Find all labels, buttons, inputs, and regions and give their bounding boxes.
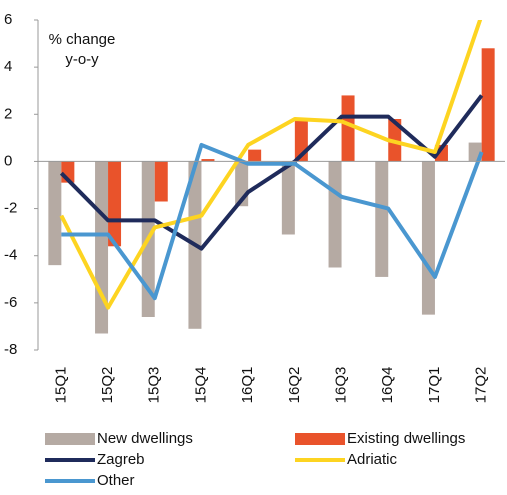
legend-swatch (295, 433, 345, 445)
bar (201, 159, 215, 162)
bar (154, 161, 168, 202)
line (61, 142, 484, 301)
bar (281, 161, 295, 235)
bar (48, 161, 62, 266)
legend-swatch (45, 433, 95, 445)
x-tick-label: 17Q2 (473, 367, 490, 404)
x-tick-label: 15Q3 (146, 367, 163, 404)
annotation: % change (49, 31, 116, 48)
legend-label: New dwellings (97, 430, 193, 447)
y-tick-label: 6 (4, 11, 12, 28)
bar (421, 161, 435, 315)
legend-label: Adriatic (347, 451, 398, 468)
legend-label: Existing dwellings (347, 430, 465, 447)
bar (248, 149, 262, 162)
bar (434, 144, 448, 162)
bar (328, 161, 342, 268)
x-tick-label: 16Q3 (333, 367, 350, 404)
y-tick-label: -8 (4, 341, 17, 358)
plot-area (48, 20, 495, 334)
x-tick-label: 15Q4 (192, 367, 209, 404)
y-tick-label: 4 (4, 58, 12, 75)
y-tick-label: 0 (4, 152, 12, 169)
x-tick-label: 15Q2 (99, 367, 116, 404)
legend-label: Other (97, 472, 135, 489)
y-tick-label: -2 (4, 200, 17, 217)
bar (108, 161, 122, 247)
y-tick-label: -4 (4, 247, 17, 264)
x-tick-label: 15Q1 (52, 367, 69, 404)
bar (375, 161, 389, 277)
bar (341, 95, 355, 162)
bar (481, 48, 495, 162)
x-tick-label: 16Q4 (379, 367, 396, 404)
x-tick-label: 16Q1 (239, 367, 256, 404)
legend-label: Zagreb (97, 451, 145, 468)
x-tick-label: 17Q1 (426, 367, 443, 404)
y-tick-label: -6 (4, 294, 17, 311)
x-tick-label: 16Q2 (286, 367, 303, 404)
y-tick-label: 2 (4, 105, 12, 122)
line (59, 94, 484, 251)
annotation: y-o-y (65, 51, 99, 68)
